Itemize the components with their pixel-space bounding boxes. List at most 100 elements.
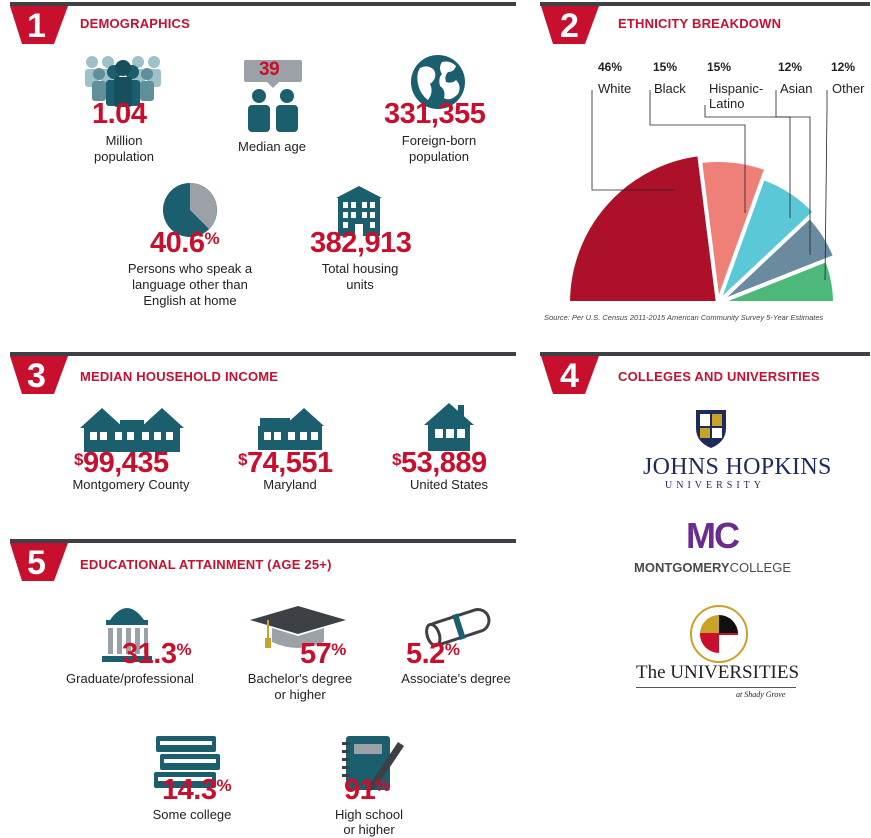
leader-line: [649, 90, 746, 213]
section-5-title: EDUCATIONAL ATTAINMENT (AGE 25+): [80, 557, 332, 572]
housing-value: 382,913: [310, 227, 412, 259]
language-value: 40.6%: [150, 227, 220, 259]
section-3-title: MEDIAN HOUSEHOLD INCOME: [80, 369, 279, 384]
bachelor-value: 57%: [300, 640, 346, 669]
graduation-cap-icon: [250, 606, 346, 648]
income-montgomery-value: $99,435: [74, 449, 169, 478]
leader-line: [824, 90, 828, 281]
high-school-unit: %: [375, 776, 390, 795]
books-stack-icon: [154, 736, 220, 788]
median-age-value: 39: [259, 59, 280, 80]
bachelor-number: 57: [300, 638, 332, 670]
graduate-unit: %: [176, 640, 192, 659]
pie-slice-hispanic-latino: [716, 175, 818, 305]
section-4-badge: [541, 356, 599, 394]
apartment-building-icon: [336, 186, 382, 236]
section-1-title: DEMOGRAPHICS: [80, 16, 191, 31]
pie-slice-white: [565, 151, 721, 305]
language-unit: %: [204, 229, 220, 248]
some-college-unit: %: [216, 776, 232, 795]
ethnicity-percent-label: 15%: [707, 60, 732, 74]
income-us-value: $53,889: [392, 449, 487, 478]
income-montgomery-currency: $: [74, 450, 83, 469]
chart-source-note: Source: Per U.S. Census 2011-2015 Americ…: [544, 313, 824, 322]
section-5-badge: [10, 543, 68, 581]
section-3-number: 3: [27, 357, 46, 395]
associate-label: Associate's degree: [401, 671, 511, 686]
language-label-line1: Persons who speak a: [127, 261, 253, 276]
pie-slice-black: [697, 158, 769, 304]
jhu-name: JOHNS HOPKINS: [643, 454, 832, 480]
high-school-number: 91: [344, 774, 376, 806]
section-3-bar: [10, 352, 516, 356]
section-4-bar: [540, 352, 870, 356]
leader-line: [775, 90, 811, 255]
language-number: 40.6: [150, 227, 205, 259]
income-montgomery-number: 99,435: [82, 447, 169, 479]
section-5-bar: [10, 539, 516, 543]
speech-bubble-people-icon: [244, 60, 302, 132]
usg-name: The UNIVERSITIES: [636, 662, 800, 683]
high-school-label-line2: or higher: [343, 822, 395, 837]
language-label-line2: language other than: [132, 277, 248, 292]
mc-name-rest: COLLEGE: [729, 560, 791, 575]
section-1-number: 1: [27, 7, 46, 45]
ethnicity-category-label: Other: [832, 81, 865, 96]
ethnicity-percent-label: 46%: [598, 60, 623, 74]
graduate-label: Graduate/professional: [66, 671, 194, 686]
population-value: 1.04: [92, 98, 147, 130]
mc-name-bold: MONTGOMERY: [634, 560, 730, 575]
ethnicity-percent-label: 15%: [653, 60, 678, 74]
ethnicity-percent-label: 12%: [831, 60, 856, 74]
median-age-label: Median age: [238, 139, 306, 154]
income-us-number: 53,889: [400, 447, 487, 479]
house-medium-icon: [258, 408, 324, 450]
income-montgomery-label: Montgomery County: [72, 477, 190, 492]
language-label-line3: English at home: [143, 293, 237, 308]
mc-name: MONTGOMERYCOLLEGE: [634, 560, 791, 575]
income-maryland-number: 74,551: [246, 447, 333, 479]
mc-logo-mark: MC: [686, 515, 740, 556]
graduate-number: 31.3: [122, 638, 177, 670]
income-maryland-currency: $: [238, 450, 247, 469]
associate-unit: %: [444, 640, 460, 659]
leader-line: [591, 90, 675, 191]
leader-line: [704, 105, 791, 218]
population-label-line2: population: [94, 149, 154, 164]
some-college-value: 14.3%: [162, 774, 232, 806]
some-college-number: 14.3: [162, 774, 217, 806]
usg-underline: [636, 687, 796, 688]
section-1-badge: [10, 6, 68, 44]
high-school-value: 91%: [344, 776, 390, 805]
section-2-title: ETHNICITY BREAKDOWN: [618, 16, 782, 31]
ethnicity-percent-label: 12%: [778, 60, 803, 74]
housing-label-line1: Total housing: [321, 261, 399, 276]
population-label-line1: Million: [105, 133, 143, 148]
some-college-label: Some college: [152, 807, 232, 822]
bachelor-unit: %: [331, 640, 346, 659]
globe-icon: [411, 55, 465, 109]
ethnicity-category-label: White: [598, 81, 632, 96]
associate-number: 5.2: [406, 638, 445, 670]
income-maryland-label: Maryland: [263, 477, 317, 492]
pie-slice-other: [717, 257, 838, 305]
section-4-title: COLLEGES AND UNIVERSITIES: [618, 369, 820, 384]
usg-subtitle: at Shady Grove: [736, 690, 786, 699]
bachelor-label-line1: Bachelor's degree: [247, 671, 353, 686]
section-3-badge: [10, 356, 68, 394]
associate-value: 5.2%: [406, 638, 460, 670]
jhu-subtitle: UNIVERSITY: [665, 480, 765, 491]
housing-label-line2: units: [346, 277, 374, 292]
section-2-badge: [541, 6, 599, 44]
graduate-building-icon: [102, 608, 152, 662]
section-2-bar: [540, 2, 870, 6]
foreign-born-label-line1: Foreign-born: [401, 133, 477, 148]
section-4-number: 4: [560, 357, 579, 395]
high-school-label-line1: High school: [335, 807, 403, 822]
section-5-number: 5: [27, 544, 46, 582]
jhu-shield-logo: [696, 410, 726, 448]
income-maryland-value: $74,551: [238, 449, 333, 478]
house-small-icon: [424, 403, 474, 451]
ethnicity-pie-chart: [565, 90, 838, 305]
income-us-currency: $: [392, 450, 401, 469]
